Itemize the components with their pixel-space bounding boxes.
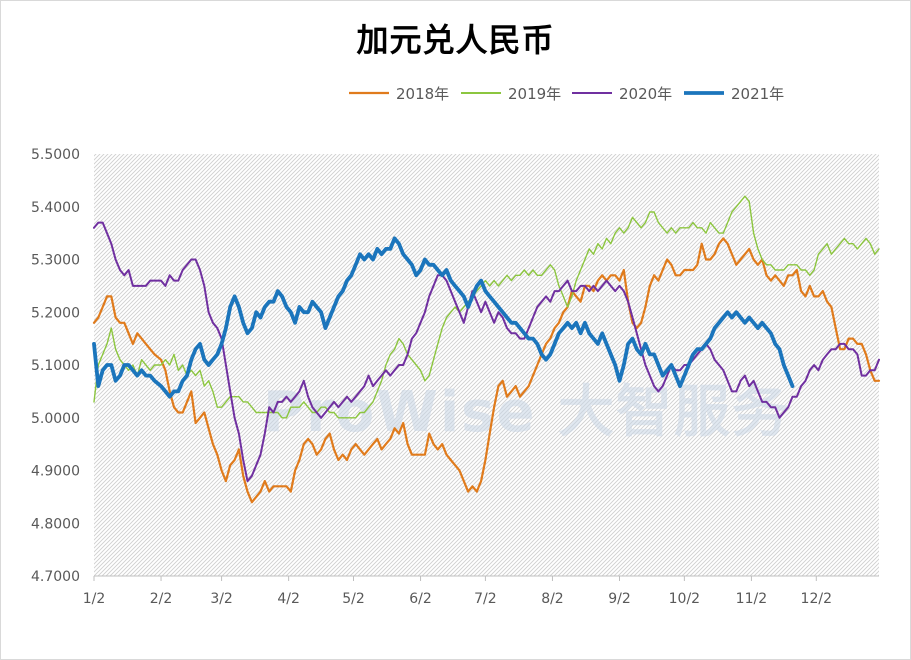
legend-label: 2019年 — [508, 85, 561, 103]
x-tick-label: 11/2 — [736, 591, 767, 607]
y-tick-label: 5.1000 — [31, 358, 80, 374]
x-tick-label: 8/2 — [541, 591, 564, 607]
y-tick-label: 5.4000 — [31, 200, 80, 216]
x-tick-label: 10/2 — [669, 591, 700, 607]
series-line-2018 — [92, 237, 881, 504]
y-tick-label: 4.9000 — [31, 464, 80, 480]
plot-area — [94, 154, 879, 576]
y-tick-label: 5.3000 — [31, 253, 80, 269]
legend-label: 2021年 — [731, 85, 784, 103]
x-tick-label: 4/2 — [277, 591, 300, 607]
chart-title: 加元兑人民币 — [356, 21, 555, 59]
legend-label: 2018年 — [396, 85, 449, 103]
series-line-2019 — [93, 195, 880, 419]
x-tick-label: 1/2 — [83, 591, 106, 607]
x-tick-label: 5/2 — [342, 591, 365, 607]
x-tick-label: 9/2 — [608, 591, 631, 607]
x-tick-label: 2/2 — [150, 591, 173, 607]
y-tick-label: 5.5000 — [31, 147, 80, 163]
y-tick-label: 5.0000 — [31, 411, 80, 427]
y-tick-label: 5.2000 — [31, 305, 80, 321]
x-tick-label: 12/2 — [801, 591, 832, 607]
y-tick-label: 4.7000 — [31, 569, 80, 585]
legend-label: 2020年 — [619, 85, 672, 103]
series-line-2020 — [93, 221, 880, 483]
series-line-2021 — [92, 236, 795, 399]
x-tick-label: 6/2 — [409, 591, 432, 607]
y-tick-label: 4.8000 — [31, 516, 80, 532]
x-tick-label: 7/2 — [474, 591, 497, 607]
x-tick-label: 3/2 — [210, 591, 233, 607]
